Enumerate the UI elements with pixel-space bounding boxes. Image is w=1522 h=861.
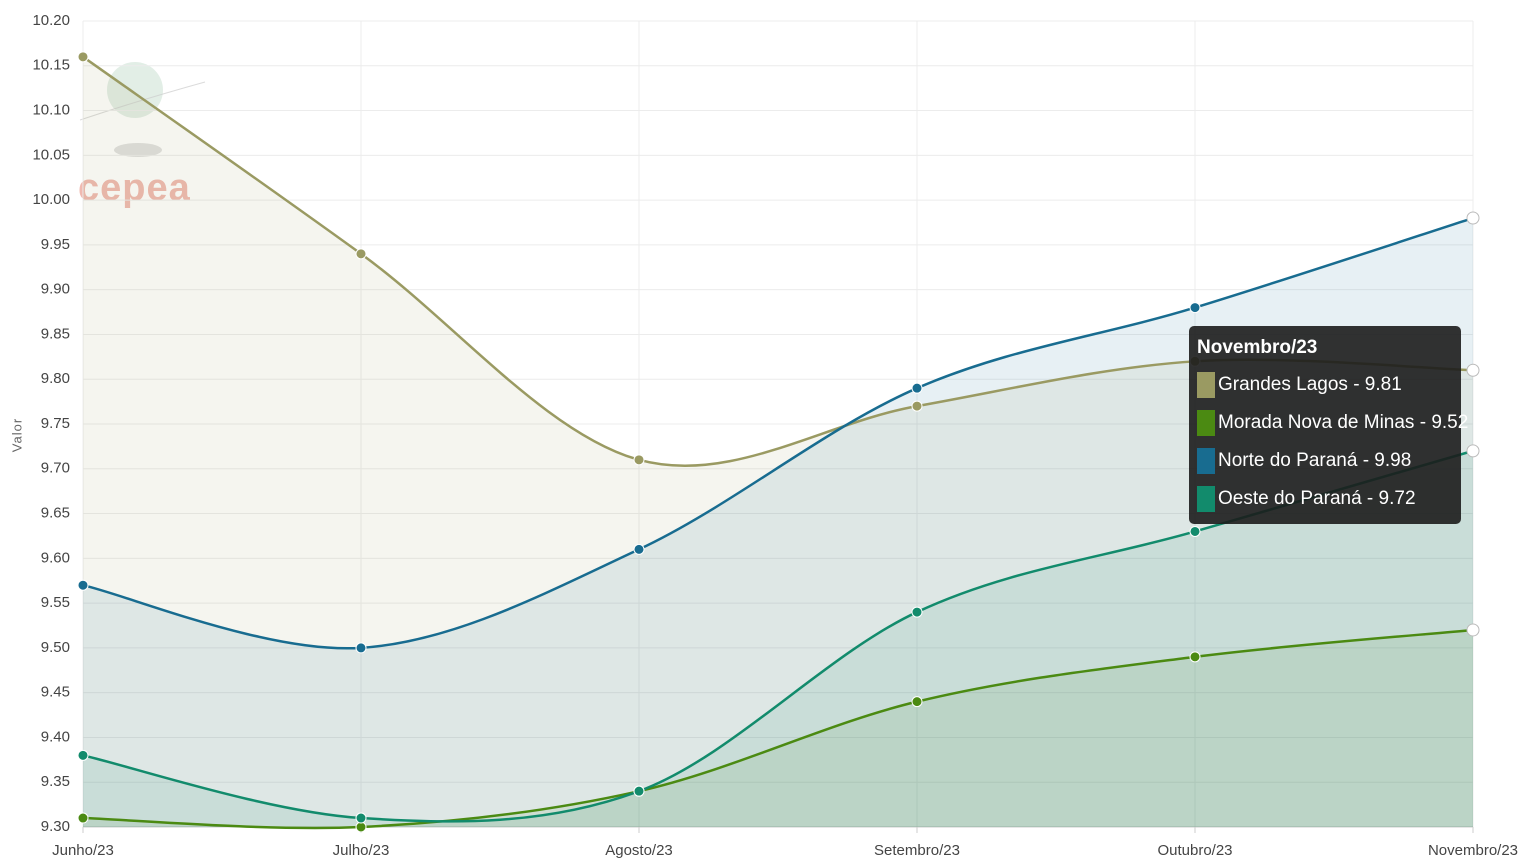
y-axis-label: Valor — [9, 418, 24, 452]
point — [77, 579, 89, 591]
y-tick-label: 9.65 — [41, 505, 70, 522]
y-tick-label: 9.50 — [41, 639, 70, 656]
point — [1189, 651, 1201, 663]
point — [911, 606, 923, 618]
y-tick-label: 10.20 — [32, 12, 70, 29]
point — [355, 812, 367, 824]
y-tick-label: 9.40 — [41, 728, 70, 745]
tooltip-swatch — [1197, 448, 1215, 474]
point — [77, 749, 89, 761]
point — [911, 382, 923, 394]
point — [77, 812, 89, 824]
y-tick-label: 9.90 — [41, 281, 70, 298]
x-tick-label: Setembro/23 — [874, 842, 960, 859]
x-tick-label: Outubro/23 — [1157, 842, 1232, 859]
point — [1466, 211, 1480, 225]
y-tick-label: 9.85 — [41, 325, 70, 342]
y-tick-label: 10.00 — [32, 191, 70, 208]
tooltip-item: Morada Nova de Minas - 9.52 — [1218, 412, 1468, 433]
watermark: cepea — [78, 167, 191, 209]
point — [77, 51, 89, 63]
tooltip-swatch — [1197, 372, 1215, 398]
tooltip-item: Norte do Paraná - 9.98 — [1218, 450, 1411, 471]
y-tick-label: 10.15 — [32, 57, 70, 74]
y-tick-label: 9.45 — [41, 684, 70, 701]
x-tick-label: Agosto/23 — [605, 842, 673, 859]
y-tick-label: 9.95 — [41, 236, 70, 253]
logo-ring — [79, 81, 206, 121]
area — [83, 450, 1473, 827]
logo-shadow — [114, 143, 162, 157]
x-tick-label: Junho/23 — [52, 842, 114, 859]
y-tick-label: 9.35 — [41, 773, 70, 790]
area — [83, 56, 1473, 828]
point — [355, 248, 367, 260]
point — [633, 454, 645, 466]
line — [82, 216, 1474, 650]
line — [82, 628, 1474, 830]
grid: 9.30 9.35 9.40 9.45 9.50 9.55 9.60 9.65 9.70 9.75… — [32, 12, 1518, 859]
y-tick-label: 10.05 — [32, 146, 70, 163]
tooltip: Novembro/23 Grandes Lagos - 9.81 Morada No… — [1189, 326, 1468, 524]
area — [83, 218, 1473, 827]
tooltip-swatch — [1197, 410, 1215, 436]
y-tick-label: 9.55 — [41, 594, 70, 611]
tooltip-item: Grandes Lagos - 9.81 — [1218, 374, 1402, 395]
point — [1466, 444, 1480, 458]
tooltip-item: Oeste do Paraná - 9.72 — [1218, 488, 1416, 509]
y-tick-label: 9.75 — [41, 415, 70, 432]
y-tick-label: 10.10 — [32, 102, 70, 119]
point — [633, 785, 645, 797]
point — [1466, 623, 1480, 637]
point — [911, 696, 923, 708]
point — [355, 642, 367, 654]
x-tick-label: Novembro/23 — [1428, 842, 1518, 859]
point — [1189, 525, 1201, 537]
tooltip-title: Novembro/23 — [1197, 337, 1317, 358]
y-tick-label: 9.70 — [41, 460, 70, 477]
point — [1466, 363, 1480, 377]
y-tick-label: 9.80 — [41, 370, 70, 387]
point — [911, 400, 923, 412]
point — [1189, 302, 1201, 314]
tooltip-box — [1189, 326, 1461, 524]
x-tick-label: Julho/23 — [333, 842, 390, 859]
y-tick-label: 9.60 — [41, 549, 70, 566]
point — [633, 543, 645, 555]
tooltip-swatch — [1197, 486, 1215, 512]
areas — [83, 56, 1473, 828]
y-tick-label: 9.30 — [41, 818, 70, 835]
area — [83, 629, 1473, 828]
